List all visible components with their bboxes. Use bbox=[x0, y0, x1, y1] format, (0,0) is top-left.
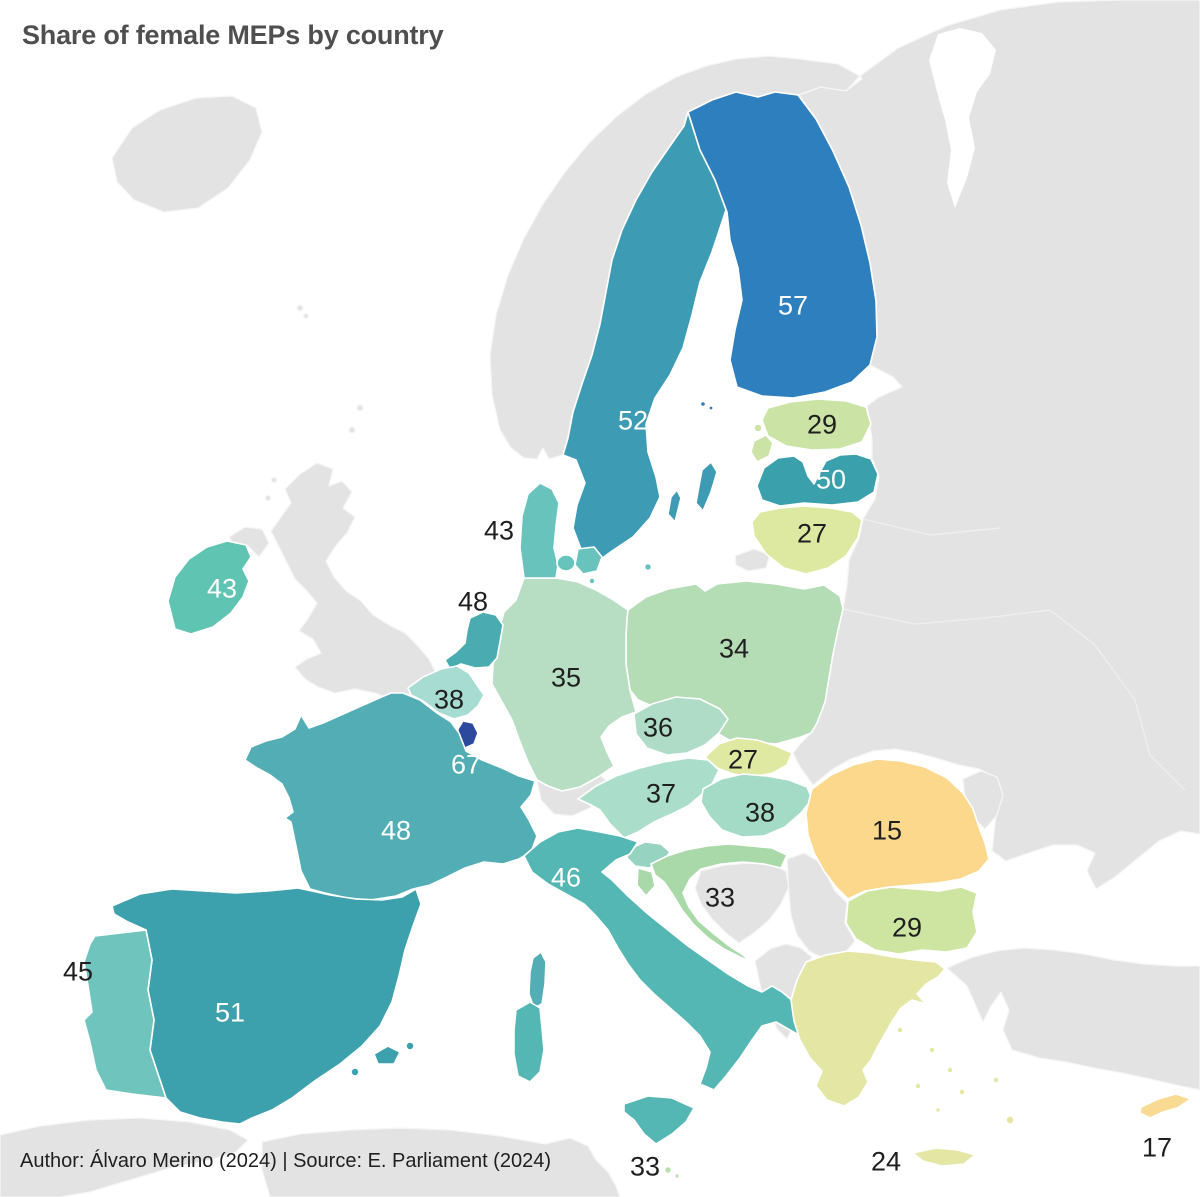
croatia-istria[interactable] bbox=[636, 867, 656, 897]
value-label-finland: 57 bbox=[778, 290, 808, 320]
landmass-morocco bbox=[0, 1117, 249, 1197]
value-label-denmark: 43 bbox=[484, 515, 514, 545]
country-latvia[interactable] bbox=[756, 453, 879, 507]
shetland-island bbox=[356, 404, 364, 412]
aegean-island-7[interactable] bbox=[934, 1106, 942, 1114]
hebrides-island-2 bbox=[270, 476, 278, 484]
landmass-turkey bbox=[946, 947, 1200, 1091]
island-oland[interactable] bbox=[667, 489, 682, 523]
island-lolland[interactable] bbox=[588, 577, 596, 585]
aegean-island-6[interactable] bbox=[992, 1076, 1000, 1084]
value-label-czechia: 36 bbox=[643, 712, 673, 742]
island-mallorca[interactable] bbox=[373, 1045, 401, 1065]
country-slovakia[interactable] bbox=[704, 737, 793, 778]
value-label-cyprus: 17 bbox=[1142, 1132, 1172, 1162]
aland-island[interactable] bbox=[699, 400, 707, 408]
island-hiiumaa[interactable] bbox=[753, 423, 763, 433]
hebrides-island bbox=[264, 494, 272, 502]
faroe-islands bbox=[296, 304, 304, 312]
value-label-hungary: 38 bbox=[745, 797, 775, 827]
country-romania[interactable] bbox=[805, 758, 990, 900]
country-estonia[interactable] bbox=[761, 398, 872, 451]
island-saaremaa[interactable] bbox=[750, 434, 774, 463]
island-bornholm[interactable] bbox=[643, 562, 653, 572]
eu-countries bbox=[83, 91, 1192, 1180]
source-attribution: Author: Álvaro Merino (2024) | Source: E… bbox=[20, 1150, 551, 1172]
orkney-island bbox=[348, 426, 356, 434]
country-bulgaria[interactable] bbox=[845, 886, 978, 955]
island-ibiza[interactable] bbox=[350, 1067, 360, 1077]
island-crete[interactable] bbox=[912, 1147, 976, 1167]
landmass-algeria-tunisia bbox=[261, 1127, 621, 1197]
country-finland[interactable] bbox=[687, 91, 878, 399]
value-label-lithuania: 27 bbox=[797, 518, 827, 548]
island-sardinia[interactable] bbox=[513, 1001, 545, 1083]
country-austria[interactable] bbox=[577, 757, 720, 839]
aegean-island-1[interactable] bbox=[896, 1026, 904, 1034]
country-lithuania[interactable] bbox=[751, 505, 863, 575]
value-label-luxembourg: 67 bbox=[451, 749, 481, 779]
value-label-belgium: 38 bbox=[434, 684, 464, 714]
island-gotland[interactable] bbox=[695, 461, 718, 512]
value-label-latvia: 50 bbox=[816, 464, 846, 494]
country-netherlands[interactable] bbox=[444, 611, 504, 670]
aland-island-2[interactable] bbox=[707, 404, 714, 411]
value-label-poland: 34 bbox=[719, 633, 749, 663]
border-ukraine-russia bbox=[1049, 609, 1186, 791]
island-funen[interactable] bbox=[556, 554, 576, 572]
country-cyprus[interactable] bbox=[1139, 1093, 1192, 1119]
country-germany[interactable] bbox=[491, 577, 637, 792]
value-label-netherlands: 48 bbox=[458, 586, 488, 616]
island-corsica[interactable] bbox=[528, 951, 547, 1009]
faroe-islands-2 bbox=[302, 312, 310, 320]
country-greece[interactable] bbox=[790, 950, 946, 1107]
landmass-kaliningrad bbox=[734, 548, 771, 572]
value-label-estonia: 29 bbox=[807, 409, 837, 439]
country-france[interactable] bbox=[244, 692, 538, 901]
country-portugal[interactable] bbox=[83, 929, 167, 1099]
value-label-france: 48 bbox=[381, 815, 411, 845]
value-label-romania: 15 bbox=[872, 815, 902, 845]
country-ireland[interactable] bbox=[167, 540, 252, 635]
country-croatia[interactable] bbox=[650, 843, 788, 963]
country-malta[interactable] bbox=[663, 1165, 673, 1175]
value-label-sweden: 52 bbox=[618, 405, 648, 435]
aegean-island-3[interactable] bbox=[946, 1066, 954, 1074]
country-czechia[interactable] bbox=[633, 696, 729, 756]
page-title: Share of female MEPs by country bbox=[22, 20, 444, 50]
island-menorca[interactable] bbox=[405, 1041, 415, 1051]
border-belarus-russia bbox=[862, 518, 1001, 536]
aegean-island-4[interactable] bbox=[914, 1082, 922, 1090]
island-rhodes[interactable] bbox=[1005, 1115, 1015, 1125]
value-label-italy: 46 bbox=[551, 862, 581, 892]
value-label-germany: 35 bbox=[551, 662, 581, 692]
value-label-malta: 33 bbox=[630, 1151, 660, 1181]
landmass-great-britain bbox=[270, 462, 438, 701]
value-label-greece: 24 bbox=[871, 1146, 901, 1176]
value-label-spain: 51 bbox=[215, 997, 245, 1027]
aegean-island-5[interactable] bbox=[958, 1088, 966, 1096]
country-belgium[interactable] bbox=[407, 665, 485, 720]
country-malta-gozo[interactable] bbox=[673, 1172, 681, 1180]
value-label-ireland: 43 bbox=[207, 573, 237, 603]
value-label-slovakia: 27 bbox=[728, 744, 758, 774]
white-sea bbox=[929, 28, 996, 208]
landmass-iceland bbox=[111, 95, 263, 213]
country-hungary[interactable] bbox=[700, 773, 813, 838]
value-label-austria: 37 bbox=[646, 778, 676, 808]
country-denmark[interactable] bbox=[519, 482, 560, 579]
value-label-bulgaria: 29 bbox=[892, 912, 922, 942]
value-label-croatia: 33 bbox=[705, 882, 735, 912]
island-zealand[interactable] bbox=[574, 546, 603, 575]
country-value-labels: 57 52 29 50 27 43 43 48 38 67 35 34 36 27 37 38 15 29 33 46… bbox=[63, 290, 1172, 1181]
border-belarus-ukraine bbox=[842, 608, 1051, 625]
aegean-island-2[interactable] bbox=[928, 1046, 936, 1054]
value-label-portugal: 45 bbox=[63, 956, 93, 986]
island-sicily[interactable] bbox=[623, 1095, 695, 1145]
